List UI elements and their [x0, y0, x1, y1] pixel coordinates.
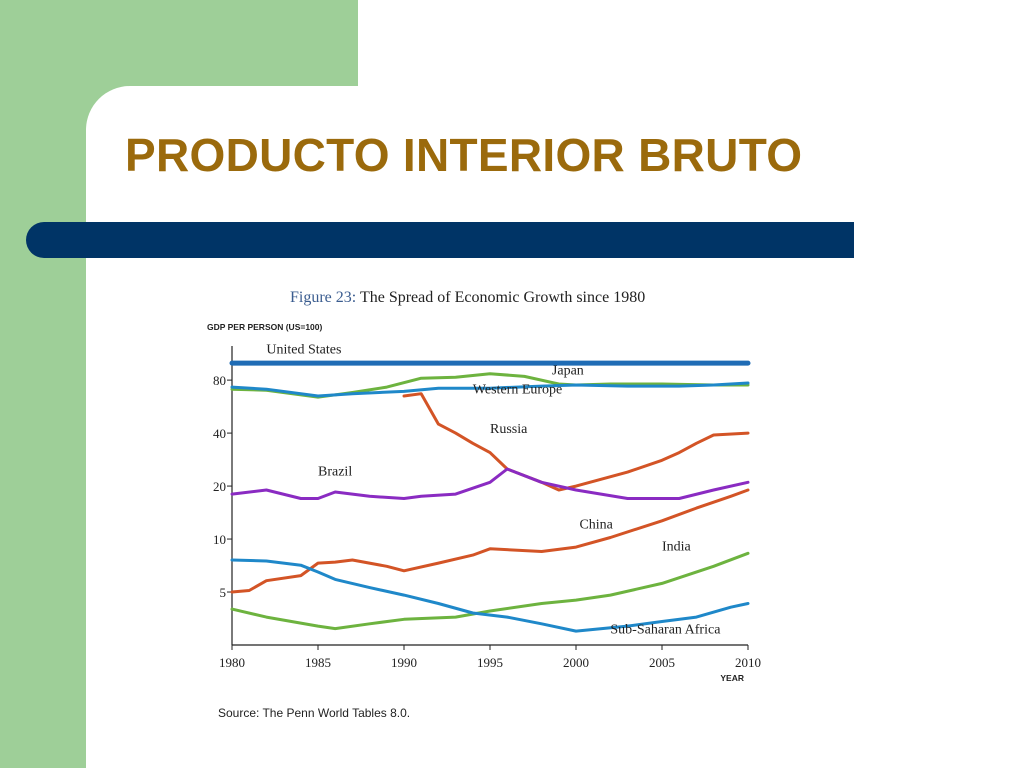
series-label-russia: Russia	[490, 422, 528, 437]
x-tick-label: 1995	[477, 655, 503, 670]
x-tick-label: 2010	[735, 655, 761, 670]
x-tick-label: 1980	[219, 655, 245, 670]
series-line-brazil	[230, 467, 750, 500]
x-tick-label: 2000	[563, 655, 589, 670]
figure-number: Figure 23:	[290, 289, 357, 306]
series-label-japan: Japan	[552, 364, 584, 379]
series-label-china: China	[579, 517, 613, 532]
series-label-india: India	[662, 540, 692, 555]
y-tick-label: 5	[220, 585, 227, 600]
series-line-china	[230, 488, 750, 594]
series-line-india	[230, 551, 750, 631]
content-panel	[86, 86, 1024, 768]
series-label-western-europe: Western Europe	[473, 383, 562, 398]
series-label-brazil: Brazil	[318, 464, 352, 479]
y-tick-label: 20	[213, 479, 226, 494]
title-underline-bar	[26, 222, 854, 258]
source-note: Source: The Penn World Tables 8.0.	[218, 706, 411, 720]
y-axis-title: GDP PER PERSON (US=100)	[207, 322, 323, 332]
x-axis-title: YEAR	[720, 673, 744, 683]
x-tick-label: 2005	[649, 655, 675, 670]
y-tick-label: 10	[213, 532, 226, 547]
series-label-sub-saharan-africa: Sub-Saharan Africa	[610, 623, 721, 638]
figure-caption-text: The Spread of Economic Growth since 1980	[359, 289, 646, 306]
y-tick-label: 80	[213, 373, 226, 388]
y-tick-label: 40	[213, 426, 226, 441]
series-line-russia	[402, 392, 750, 492]
series-label-united-states: United States	[266, 343, 341, 358]
slide-title: PRODUCTO INTERIOR BRUTO	[125, 129, 803, 181]
figure-caption: Figure 23: The Spread of Economic Growth…	[290, 289, 645, 307]
x-tick-label: 1985	[305, 655, 331, 670]
x-tick-label: 1990	[391, 655, 417, 670]
series-line-western-europe	[230, 381, 750, 398]
series-line-sub-saharan-africa	[230, 558, 750, 633]
